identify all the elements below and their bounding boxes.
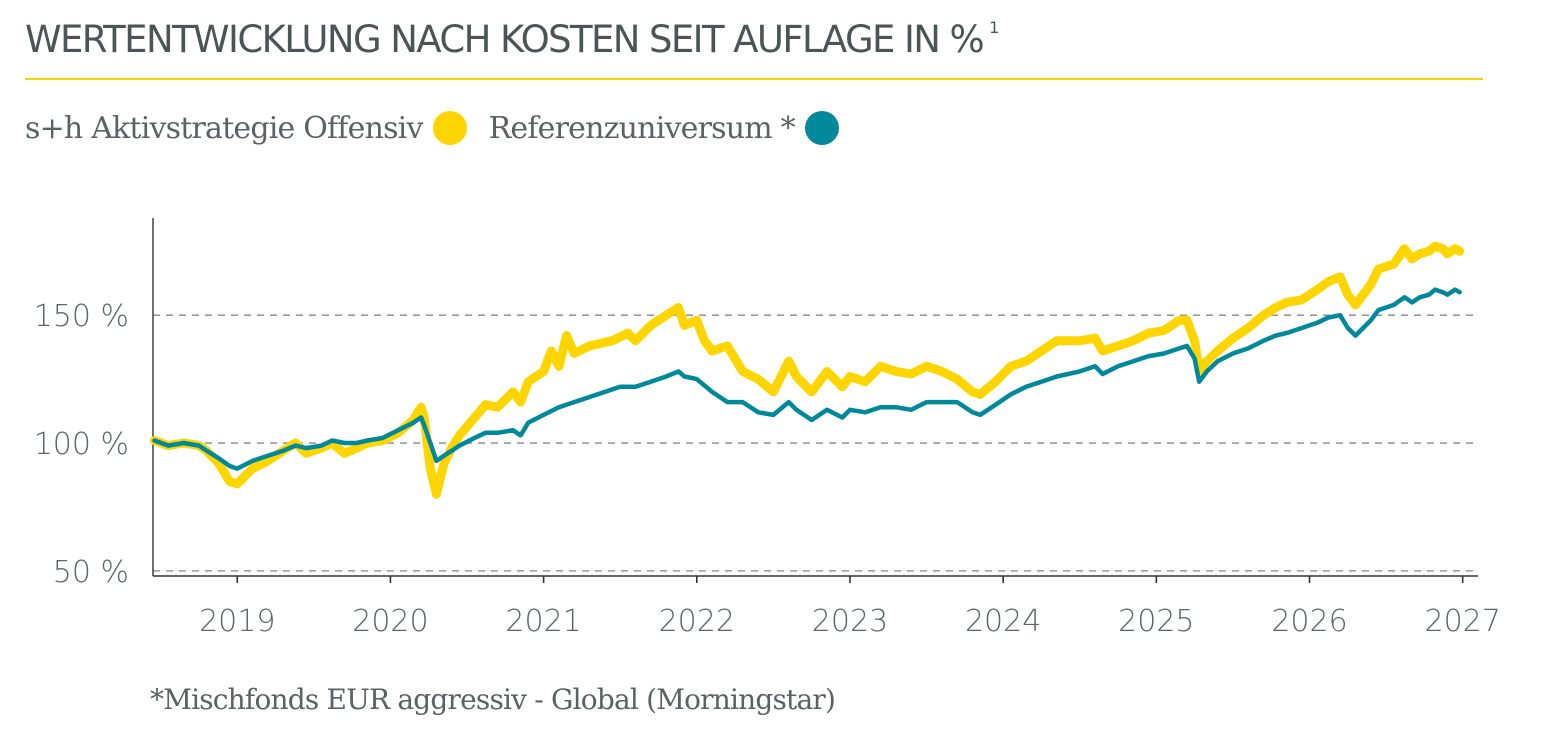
x-tick-label-1: 2020 [352,604,428,639]
legend: s+h Aktivstrategie Offensiv Referenzuniv… [25,108,839,148]
x-tick-label-0: 2019 [199,604,275,639]
x-tick-label-8: 2027 [1425,604,1501,639]
y-tick-label-2: 150 % [34,299,129,334]
legend-label-fund: s+h Aktivstrategie Offensiv [25,110,423,146]
legend-label-reference: Referenzuniversum * [488,110,796,146]
x-tick-label-6: 2025 [1118,604,1194,639]
x-tick-label-2: 2021 [505,604,581,639]
title-footnote-marker: 1 [989,17,1000,37]
x-tick-label-3: 2022 [659,604,735,639]
legend-entry-fund: s+h Aktivstrategie Offensiv [25,111,467,146]
legend-dot-fund [432,111,467,145]
y-tick-label-1: 100 % [34,427,129,462]
x-tick-label-5: 2024 [965,604,1041,639]
y-tick-label-0: 50 % [53,555,129,590]
x-tick-label-4: 2023 [812,604,888,639]
chart-title-text: WERTENTWICKLUNG NACH KOSTEN SEIT AUFLAGE… [25,18,985,61]
series-line-reference [152,287,1462,471]
title-underline [25,78,1483,80]
legend-dot-reference [804,111,839,145]
chart-footnote: *Mischfonds EUR aggressiv - Global (Morn… [150,683,836,716]
series-line-fund [150,241,1465,499]
x-tick-label-7: 2026 [1271,604,1347,639]
chart-title: WERTENTWICKLUNG NACH KOSTEN SEIT AUFLAGE… [25,18,999,61]
legend-entry-reference: Referenzuniversum * [489,111,839,146]
